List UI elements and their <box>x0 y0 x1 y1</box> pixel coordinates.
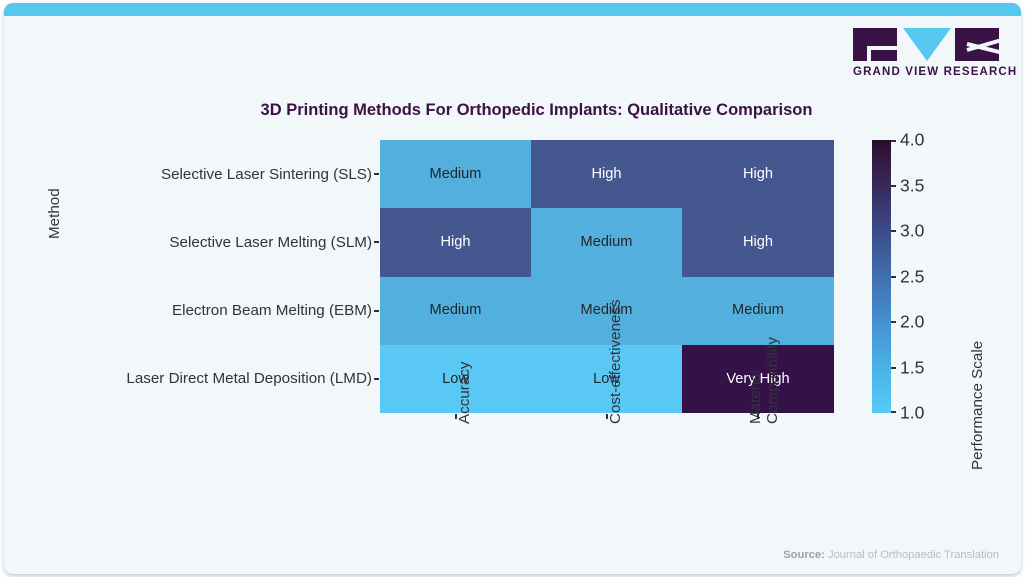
colorbar-tick-label: 2.0 <box>900 311 925 332</box>
chart-title: 3D Printing Methods For Orthopedic Impla… <box>260 101 813 119</box>
colorbar-tick-mark <box>891 184 896 187</box>
logo-marks <box>853 28 999 61</box>
x-axis-tick-label-line: Material <box>747 369 764 424</box>
heatmap-cell[interactable]: Medium <box>682 276 834 345</box>
y-axis-tick-label: Electron Beam Melting (EBM) <box>171 302 372 320</box>
y-axis-tick-mark <box>374 377 379 380</box>
colorbar-tick-label: 3.0 <box>900 220 925 241</box>
x-axis-tick-mark <box>454 414 457 419</box>
source-text: Journal of Orthopaedic Translation <box>824 549 999 561</box>
colorbar-tick-mark <box>891 230 896 232</box>
heatmap-cell[interactable]: High <box>531 140 682 209</box>
x-axis-tick-label: Cost-effectiveness <box>607 299 624 424</box>
y-axis-labels: Selective Laser Sintering (SLS) Selective… <box>4 140 379 413</box>
heatmap-row: Medium High High <box>380 140 834 209</box>
x-axis-tick-mark <box>757 414 759 419</box>
y-axis-tick-label: Selective Laser Melting (SLM) <box>169 233 372 251</box>
logo-letter-r-icon <box>955 28 999 61</box>
top-accent-bar <box>4 3 1021 16</box>
source-prefix: Source: <box>783 549 825 561</box>
x-axis-tick-mark <box>605 414 608 419</box>
colorbar: Performance Scale 1.0 1.5 2.0 2.5 3.0 3.5 4.0 <box>872 130 1012 470</box>
colorbar-gradient <box>872 140 891 413</box>
x-axis-tick-label-line: Compatibility <box>764 337 781 424</box>
colorbar-tick-label: 1.0 <box>900 402 925 423</box>
heatmap-cell[interactable]: Medium <box>531 276 682 345</box>
heatmap-cell[interactable]: High <box>682 208 834 277</box>
heatmap-cell[interactable]: Medium <box>531 208 682 277</box>
x-axis-tick-label: Accuracy <box>456 362 473 424</box>
colorbar-title: Performance Scale <box>969 340 986 470</box>
colorbar-tick-mark <box>891 140 896 142</box>
y-axis-tick-mark <box>374 309 379 312</box>
heatmap-cell[interactable]: Low <box>531 344 682 413</box>
colorbar-tick-mark <box>891 275 896 278</box>
colorbar-tick-mark <box>891 366 896 369</box>
chart-card: GRAND VIEW RESEARCH 3D Printing Methods … <box>4 3 1021 574</box>
x-axis-tick-label: Material Compatibility <box>747 337 781 424</box>
colorbar-tick-mark <box>891 321 896 323</box>
heatmap-row: High Medium High <box>380 208 834 277</box>
heatmap-cell[interactable]: Medium <box>380 276 531 345</box>
heatmap-cell[interactable]: High <box>380 208 531 277</box>
colorbar-tick-label: 4.0 <box>900 129 925 150</box>
heatmap-plot: Medium High High High Medium High Medium Medium… <box>380 140 834 413</box>
y-axis-tick-label: Laser Direct Metal Deposition (LMD) <box>126 370 372 388</box>
y-axis-tick-mark <box>374 173 379 176</box>
brand-name: GRAND VIEW RESEARCH <box>853 66 1018 78</box>
logo-letter-v-icon <box>903 28 951 61</box>
heatmap-cell[interactable]: Low <box>380 344 531 413</box>
x-axis-tick-label-line: Accuracy <box>455 361 473 424</box>
heatmap-cell[interactable]: Very High <box>682 344 834 413</box>
brand-logo: GRAND VIEW RESEARCH <box>853 28 1018 78</box>
source-note: Source: Journal of Orthopaedic Translati… <box>783 549 999 561</box>
y-axis-title: Method <box>46 188 63 239</box>
logo-letter-g-icon <box>853 28 897 61</box>
y-axis-tick-mark <box>374 241 379 244</box>
colorbar-tick-label: 3.5 <box>900 175 925 195</box>
heatmap-row: Low Low Very High <box>380 344 834 413</box>
heatmap-cell[interactable]: Medium <box>380 140 531 209</box>
colorbar-tick-mark <box>891 411 896 413</box>
y-axis-tick-label: Selective Laser Sintering (SLS) <box>160 165 372 183</box>
x-axis-tick-label-line: Cost-effectiveness <box>606 299 624 424</box>
heatmap-row: Medium Medium Medium <box>380 276 834 345</box>
colorbar-tick-label: 1.5 <box>900 357 925 377</box>
colorbar-tick-label: 2.5 <box>900 266 925 286</box>
heatmap-cell[interactable]: High <box>682 140 834 209</box>
